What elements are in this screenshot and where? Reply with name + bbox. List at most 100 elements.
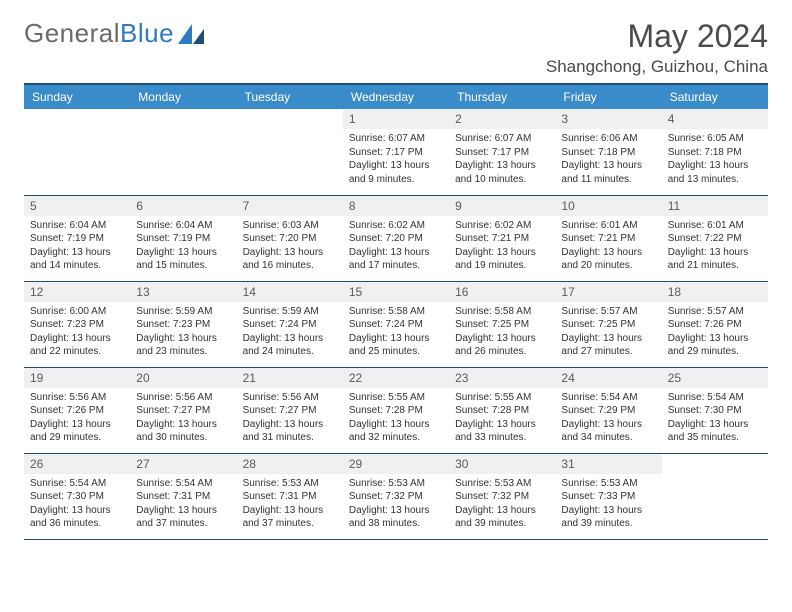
day-details: Sunrise: 6:04 AMSunset: 7:19 PMDaylight:…: [130, 216, 236, 277]
day-number: 30: [449, 454, 555, 474]
daylight-line: Daylight: 13 hours and 38 minutes.: [349, 504, 443, 531]
header: GeneralBlue May 2024 Shangchong, Guizhou…: [24, 18, 768, 77]
sunrise-line: Sunrise: 5:57 AM: [561, 305, 655, 319]
calendar-cell: ..: [662, 453, 768, 539]
logo-sail-icon: [178, 24, 206, 44]
day-number: 9: [449, 196, 555, 216]
sunset-line: Sunset: 7:21 PM: [455, 232, 549, 246]
calendar-cell: 20Sunrise: 5:56 AMSunset: 7:27 PMDayligh…: [130, 367, 236, 453]
sunset-line: Sunset: 7:31 PM: [136, 490, 230, 504]
day-number: 31: [555, 454, 661, 474]
sunset-line: Sunset: 7:23 PM: [136, 318, 230, 332]
sunrise-line: Sunrise: 6:00 AM: [30, 305, 124, 319]
calendar-cell: 5Sunrise: 6:04 AMSunset: 7:19 PMDaylight…: [24, 195, 130, 281]
day-number: 2: [449, 109, 555, 129]
calendar-week-row: ......1Sunrise: 6:07 AMSunset: 7:17 PMDa…: [24, 109, 768, 195]
sunrise-line: Sunrise: 6:04 AM: [136, 219, 230, 233]
sunrise-line: Sunrise: 6:06 AM: [561, 132, 655, 146]
day-number: 26: [24, 454, 130, 474]
sunrise-line: Sunrise: 5:53 AM: [243, 477, 337, 491]
daylight-line: Daylight: 13 hours and 33 minutes.: [455, 418, 549, 445]
day-details: Sunrise: 6:07 AMSunset: 7:17 PMDaylight:…: [343, 129, 449, 190]
calendar-cell: 28Sunrise: 5:53 AMSunset: 7:31 PMDayligh…: [237, 453, 343, 539]
sunrise-line: Sunrise: 5:55 AM: [455, 391, 549, 405]
calendar-cell: 2Sunrise: 6:07 AMSunset: 7:17 PMDaylight…: [449, 109, 555, 195]
sunset-line: Sunset: 7:25 PM: [561, 318, 655, 332]
daylight-line: Daylight: 13 hours and 17 minutes.: [349, 246, 443, 273]
sunset-line: Sunset: 7:27 PM: [136, 404, 230, 418]
day-number: 18: [662, 282, 768, 302]
day-details: Sunrise: 5:59 AMSunset: 7:23 PMDaylight:…: [130, 302, 236, 363]
sunrise-line: Sunrise: 5:57 AM: [668, 305, 762, 319]
calendar-cell: 11Sunrise: 6:01 AMSunset: 7:22 PMDayligh…: [662, 195, 768, 281]
sunset-line: Sunset: 7:17 PM: [455, 146, 549, 160]
calendar-cell: 21Sunrise: 5:56 AMSunset: 7:27 PMDayligh…: [237, 367, 343, 453]
calendar-cell: 19Sunrise: 5:56 AMSunset: 7:26 PMDayligh…: [24, 367, 130, 453]
sunrise-line: Sunrise: 6:07 AM: [455, 132, 549, 146]
day-details: Sunrise: 6:00 AMSunset: 7:23 PMDaylight:…: [24, 302, 130, 363]
calendar-cell: 23Sunrise: 5:55 AMSunset: 7:28 PMDayligh…: [449, 367, 555, 453]
day-details: Sunrise: 6:04 AMSunset: 7:19 PMDaylight:…: [24, 216, 130, 277]
calendar-cell: 9Sunrise: 6:02 AMSunset: 7:21 PMDaylight…: [449, 195, 555, 281]
day-number: 10: [555, 196, 661, 216]
day-details: Sunrise: 5:57 AMSunset: 7:25 PMDaylight:…: [555, 302, 661, 363]
daylight-line: Daylight: 13 hours and 29 minutes.: [30, 418, 124, 445]
sunrise-line: Sunrise: 5:58 AM: [455, 305, 549, 319]
sunset-line: Sunset: 7:33 PM: [561, 490, 655, 504]
calendar-cell: 25Sunrise: 5:54 AMSunset: 7:30 PMDayligh…: [662, 367, 768, 453]
daylight-line: Daylight: 13 hours and 20 minutes.: [561, 246, 655, 273]
daylight-line: Daylight: 13 hours and 13 minutes.: [668, 159, 762, 186]
calendar-cell: ..: [130, 109, 236, 195]
sunrise-line: Sunrise: 5:53 AM: [561, 477, 655, 491]
sunrise-line: Sunrise: 6:02 AM: [455, 219, 549, 233]
day-header: Tuesday: [237, 85, 343, 109]
sunrise-line: Sunrise: 6:02 AM: [349, 219, 443, 233]
sunset-line: Sunset: 7:28 PM: [349, 404, 443, 418]
day-number: 16: [449, 282, 555, 302]
sunset-line: Sunset: 7:25 PM: [455, 318, 549, 332]
calendar-cell: 16Sunrise: 5:58 AMSunset: 7:25 PMDayligh…: [449, 281, 555, 367]
day-details: Sunrise: 5:58 AMSunset: 7:25 PMDaylight:…: [449, 302, 555, 363]
sunrise-line: Sunrise: 5:55 AM: [349, 391, 443, 405]
daylight-line: Daylight: 13 hours and 24 minutes.: [243, 332, 337, 359]
day-details: Sunrise: 5:53 AMSunset: 7:32 PMDaylight:…: [449, 474, 555, 535]
calendar-cell: 10Sunrise: 6:01 AMSunset: 7:21 PMDayligh…: [555, 195, 661, 281]
sunset-line: Sunset: 7:32 PM: [349, 490, 443, 504]
day-details: Sunrise: 5:53 AMSunset: 7:33 PMDaylight:…: [555, 474, 661, 535]
day-number: 22: [343, 368, 449, 388]
sunrise-line: Sunrise: 5:56 AM: [30, 391, 124, 405]
day-details: Sunrise: 5:56 AMSunset: 7:27 PMDaylight:…: [130, 388, 236, 449]
day-number: 28: [237, 454, 343, 474]
day-number: 29: [343, 454, 449, 474]
daylight-line: Daylight: 13 hours and 15 minutes.: [136, 246, 230, 273]
calendar-cell: 14Sunrise: 5:59 AMSunset: 7:24 PMDayligh…: [237, 281, 343, 367]
day-header: Thursday: [449, 85, 555, 109]
day-number: 12: [24, 282, 130, 302]
calendar-head: SundayMondayTuesdayWednesdayThursdayFrid…: [24, 85, 768, 109]
calendar-cell: 30Sunrise: 5:53 AMSunset: 7:32 PMDayligh…: [449, 453, 555, 539]
sunrise-line: Sunrise: 6:04 AM: [30, 219, 124, 233]
daylight-line: Daylight: 13 hours and 31 minutes.: [243, 418, 337, 445]
sunset-line: Sunset: 7:29 PM: [561, 404, 655, 418]
calendar-cell: 29Sunrise: 5:53 AMSunset: 7:32 PMDayligh…: [343, 453, 449, 539]
day-details: Sunrise: 6:03 AMSunset: 7:20 PMDaylight:…: [237, 216, 343, 277]
day-details: Sunrise: 5:54 AMSunset: 7:30 PMDaylight:…: [662, 388, 768, 449]
sunset-line: Sunset: 7:28 PM: [455, 404, 549, 418]
daylight-line: Daylight: 13 hours and 14 minutes.: [30, 246, 124, 273]
day-number: 8: [343, 196, 449, 216]
daylight-line: Daylight: 13 hours and 37 minutes.: [243, 504, 337, 531]
calendar-table: SundayMondayTuesdayWednesdayThursdayFrid…: [24, 85, 768, 540]
calendar-cell: 18Sunrise: 5:57 AMSunset: 7:26 PMDayligh…: [662, 281, 768, 367]
day-header: Sunday: [24, 85, 130, 109]
sunrise-line: Sunrise: 5:54 AM: [668, 391, 762, 405]
calendar-week-row: 12Sunrise: 6:00 AMSunset: 7:23 PMDayligh…: [24, 281, 768, 367]
day-number: 7: [237, 196, 343, 216]
logo-text-blue: Blue: [120, 18, 174, 49]
logo-text-gray: General: [24, 18, 120, 49]
sunset-line: Sunset: 7:23 PM: [30, 318, 124, 332]
day-number: 6: [130, 196, 236, 216]
calendar-cell: 22Sunrise: 5:55 AMSunset: 7:28 PMDayligh…: [343, 367, 449, 453]
calendar-cell: 17Sunrise: 5:57 AMSunset: 7:25 PMDayligh…: [555, 281, 661, 367]
title-block: May 2024 Shangchong, Guizhou, China: [546, 18, 768, 77]
daylight-line: Daylight: 13 hours and 22 minutes.: [30, 332, 124, 359]
